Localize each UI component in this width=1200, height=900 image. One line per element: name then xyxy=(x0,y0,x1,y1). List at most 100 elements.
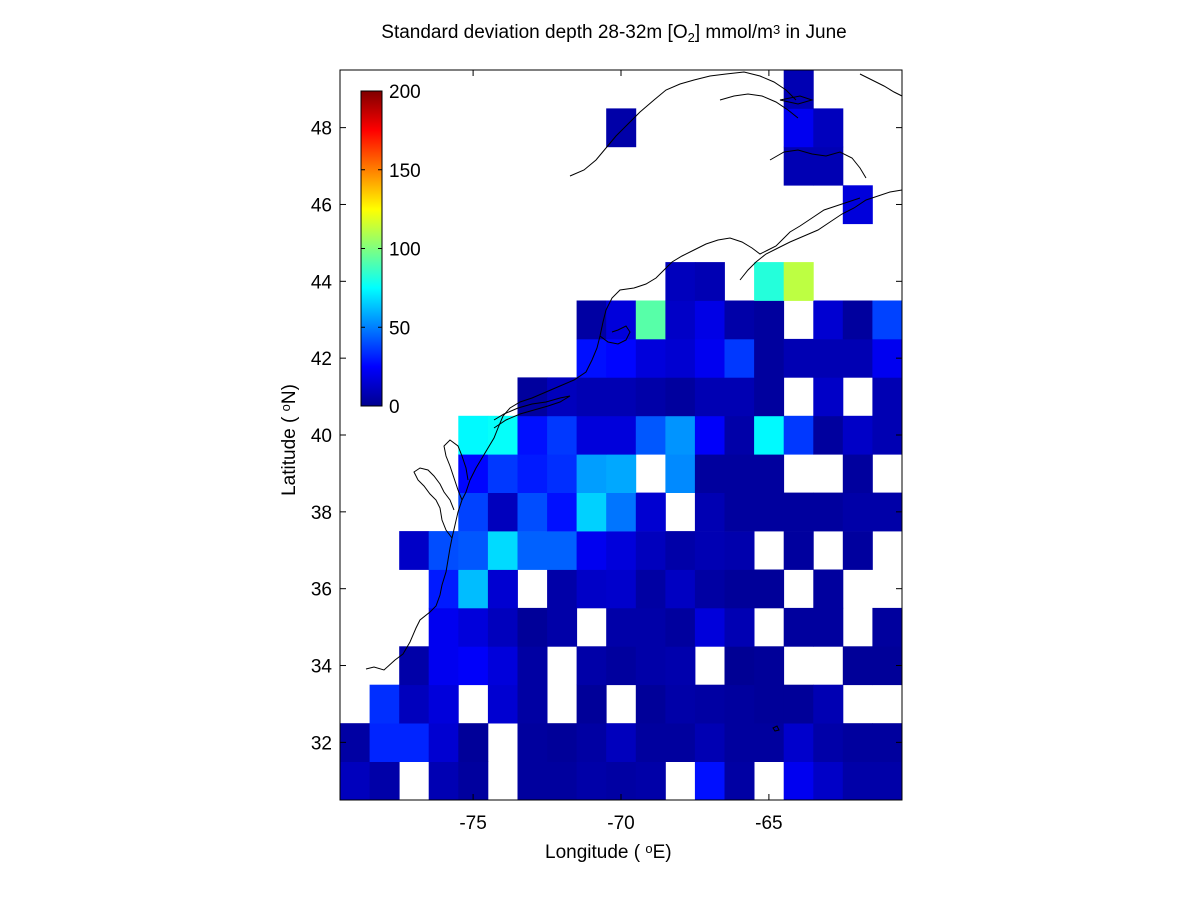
heatmap-cell xyxy=(842,454,873,493)
heatmap-cell xyxy=(665,262,696,301)
heatmap-cell xyxy=(783,531,814,570)
heatmap-cell xyxy=(606,646,637,686)
heatmap-cell xyxy=(576,646,607,686)
heatmap-cell xyxy=(635,531,666,570)
heatmap-cell xyxy=(547,377,578,417)
heatmap-cell xyxy=(665,646,696,686)
heatmap-cell xyxy=(606,569,637,609)
heatmap-cell xyxy=(783,146,814,186)
coastline-nova-scotia xyxy=(739,189,903,281)
heatmap-cell xyxy=(340,761,370,801)
heatmap-cell xyxy=(635,338,666,378)
coastline-long-island xyxy=(493,395,571,429)
heatmap-cell xyxy=(724,492,755,532)
heatmap-cell xyxy=(665,454,696,493)
heatmap-cell xyxy=(813,300,844,340)
heatmap-cell xyxy=(872,300,903,340)
heatmap-cell xyxy=(606,415,637,455)
heatmap-cell xyxy=(724,338,755,378)
heatmap-cell xyxy=(813,684,844,724)
heatmap-cell xyxy=(783,761,814,801)
heatmap-cell xyxy=(724,300,755,340)
heatmap-cell xyxy=(458,531,489,570)
heatmap-cell xyxy=(517,454,548,493)
heatmap-cell xyxy=(487,454,518,493)
heatmap-cell xyxy=(458,723,489,762)
heatmap-cell xyxy=(694,492,725,532)
heatmap-cell xyxy=(694,454,725,493)
heatmap-cell xyxy=(813,146,844,186)
title-subscript: 2 xyxy=(687,30,695,45)
heatmap-cell xyxy=(813,569,844,609)
heatmap-cell xyxy=(487,607,518,647)
heatmap-cell xyxy=(813,607,844,647)
title-units: ] mmol/m xyxy=(694,22,773,43)
heatmap-cell xyxy=(783,607,814,647)
heatmap-cell xyxy=(724,646,755,686)
heatmap-cell xyxy=(842,646,873,686)
heatmap-cell xyxy=(547,607,578,647)
coastline-gaspe xyxy=(719,93,799,119)
heatmap-cell xyxy=(635,646,666,686)
heatmap-cell xyxy=(517,377,548,417)
heatmap-cell xyxy=(576,300,607,340)
heatmap-cell xyxy=(872,607,903,647)
heatmap-cell xyxy=(487,531,518,570)
coastline-chesapeake xyxy=(413,467,455,539)
coastline-us-east xyxy=(365,197,861,671)
coastline-newfoundland xyxy=(859,73,903,97)
heatmap-cell xyxy=(813,415,844,455)
heatmap-cell xyxy=(754,338,785,378)
plot-title: Standard deviation depth 28-32m [O2] mmo… xyxy=(0,22,1200,45)
title-text: Standard deviation depth 28-32m [O xyxy=(381,22,688,43)
heatmap-cell xyxy=(576,761,607,801)
heatmap-cell xyxy=(576,492,607,532)
heatmap-cell xyxy=(842,492,873,532)
heatmap-cell xyxy=(694,531,725,570)
heatmap-cell xyxy=(576,338,607,378)
heatmap-cell xyxy=(694,684,725,724)
coastline-delaware xyxy=(443,439,469,501)
heatmap-cell xyxy=(606,338,637,378)
heatmap-cell xyxy=(842,300,873,340)
heatmap-cell xyxy=(872,761,903,801)
x-tick-label: -70 xyxy=(607,813,634,834)
heatmap-cell xyxy=(428,531,459,570)
heatmap-cell xyxy=(576,377,607,417)
heatmap-cell xyxy=(724,531,755,570)
heatmap-cell xyxy=(635,684,666,724)
heatmap-cell xyxy=(458,607,489,647)
heatmap-cell xyxy=(754,569,785,609)
coastline-gulf-islands xyxy=(769,149,867,179)
heatmap-cell xyxy=(428,569,459,609)
heatmap-cell xyxy=(458,569,489,609)
heatmap-cell xyxy=(724,454,755,493)
colorbar-tick-label: 150 xyxy=(389,161,421,182)
y-tick-label: 40 xyxy=(311,426,332,447)
heatmap-cell xyxy=(547,569,578,609)
heatmap-cell xyxy=(458,492,489,532)
heatmap-cell xyxy=(517,761,548,801)
heatmap-cell xyxy=(635,723,666,762)
heatmap-cell xyxy=(606,454,637,493)
heatmap-cell xyxy=(813,761,844,801)
heatmap-cell xyxy=(694,761,725,801)
heatmap-cell xyxy=(754,492,785,532)
colorbar-tick-label: 50 xyxy=(389,318,410,339)
heatmap-cell xyxy=(724,723,755,762)
title-superscript: 3 xyxy=(772,22,781,37)
heatmap-cell xyxy=(783,684,814,724)
heatmap-cell xyxy=(547,531,578,570)
heatmap-cell xyxy=(783,70,814,109)
heatmap-cell xyxy=(842,761,873,801)
heatmap-cell xyxy=(783,108,814,148)
heatmap-cell xyxy=(547,761,578,801)
heatmap-cell xyxy=(576,531,607,570)
heatmap-cell xyxy=(576,415,607,455)
heatmap-cell xyxy=(547,723,578,762)
heatmap-cell xyxy=(694,300,725,340)
y-axis-label: Latitude ( oN) xyxy=(278,384,300,496)
heatmap-cell xyxy=(783,262,814,301)
heatmap-cell xyxy=(369,761,400,801)
heatmap-cell xyxy=(754,262,785,301)
